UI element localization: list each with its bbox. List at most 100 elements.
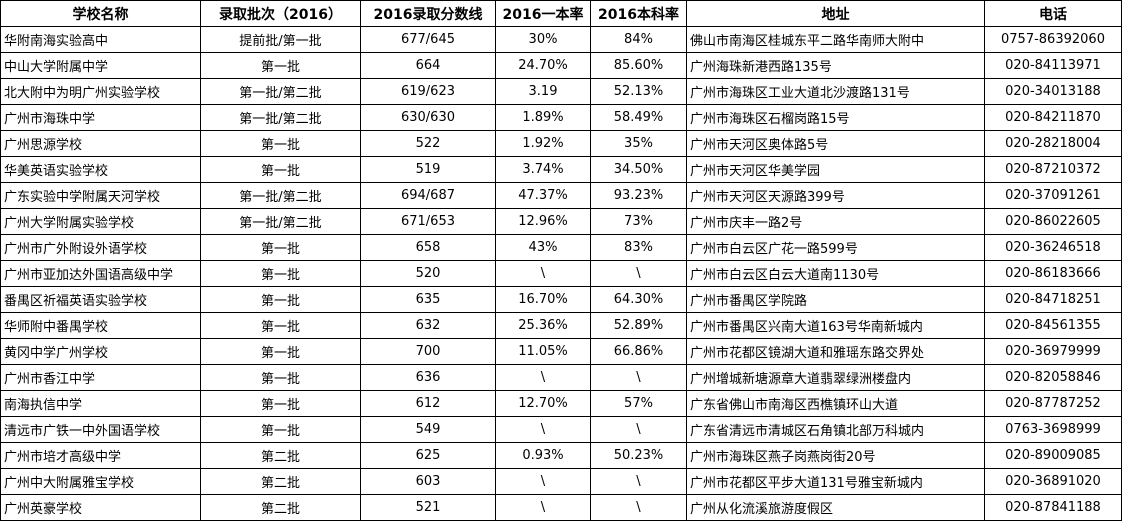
- address-cell: 广东省佛山市南海区西樵镇环山大道: [686, 390, 985, 417]
- cutoff-score-cell: 632: [360, 312, 496, 339]
- address-cell: 广州海珠新港西路135号: [686, 52, 985, 79]
- address-cell: 广州市海珠区工业大道北沙渡路131号: [686, 78, 985, 105]
- school-name-cell: 清远市广铁一中外国语学校: [0, 416, 201, 443]
- batch-cell: 第一批: [200, 52, 361, 79]
- school-name-cell: 北大附中为明广州实验学校: [0, 78, 201, 105]
- address-cell: 广州市天河区奥体路5号: [686, 130, 985, 157]
- header-address: 地址: [686, 0, 985, 27]
- address-cell: 广州市天河区天源路399号: [686, 182, 985, 209]
- address-cell: 广东省清远市清城区石角镇北部万科城内: [686, 416, 985, 443]
- batch-cell: 第一批: [200, 286, 361, 313]
- header-tier1-rate: 2016一本率: [495, 0, 591, 27]
- batch-cell: 第一批/第二批: [200, 78, 361, 105]
- table-row: 广州思源学校 第一批 522 1.92% 35% 广州市天河区奥体路5号 020-28218…: [0, 130, 1122, 157]
- phone-cell: 0757-86392060: [984, 26, 1122, 53]
- tier1-rate-cell: \: [495, 364, 591, 391]
- cutoff-score-cell: 519: [360, 156, 496, 183]
- header-cutoff-score: 2016录取分数线: [360, 0, 496, 27]
- table-body: 华附南海实验高中 提前批/第一批 677/645 30% 84% 佛山市南海区桂城东平二路…: [0, 26, 1122, 521]
- undergrad-rate-cell: 52.89%: [590, 312, 687, 339]
- undergrad-rate-cell: \: [590, 468, 687, 495]
- tier1-rate-cell: 0.93%: [495, 442, 591, 469]
- table-row: 广州英豪学校 第二批 521 \ \ 广州从化流溪旅游度假区 020-87841188: [0, 494, 1122, 521]
- address-cell: 广州市海珠区石榴岗路15号: [686, 104, 985, 131]
- tier1-rate-cell: \: [495, 260, 591, 287]
- table-row: 广州市培才高级中学 第二批 625 0.93% 50.23% 广州市海珠区燕子岗燕岗街20…: [0, 442, 1122, 469]
- header-undergrad-rate: 2016本科率: [590, 0, 687, 27]
- cutoff-score-cell: 671/653: [360, 208, 496, 235]
- cutoff-score-cell: 625: [360, 442, 496, 469]
- batch-cell: 第二批: [200, 468, 361, 495]
- address-cell: 广州市庆丰一路2号: [686, 208, 985, 235]
- table-row: 广州中大附属雅宝学校 第二批 603 \ \ 广州市花都区平步大道131号雅宝新城内 020…: [0, 468, 1122, 495]
- undergrad-rate-cell: 35%: [590, 130, 687, 157]
- table-row: 广州市广外附设外语学校 第一批 658 43% 83% 广州市白云区广花一路599号 02…: [0, 234, 1122, 261]
- address-cell: 广州从化流溪旅游度假区: [686, 494, 985, 521]
- cutoff-score-cell: 630/630: [360, 104, 496, 131]
- cutoff-score-cell: 612: [360, 390, 496, 417]
- table-row: 华师附中番禺学校 第一批 632 25.36% 52.89% 广州市番禺区兴南大道163号…: [0, 312, 1122, 339]
- phone-cell: 020-89009085: [984, 442, 1122, 469]
- tier1-rate-cell: \: [495, 494, 591, 521]
- school-name-cell: 广州市香江中学: [0, 364, 201, 391]
- batch-cell: 第一批: [200, 338, 361, 365]
- school-name-cell: 华附南海实验高中: [0, 26, 201, 53]
- undergrad-rate-cell: 52.13%: [590, 78, 687, 105]
- undergrad-rate-cell: 58.49%: [590, 104, 687, 131]
- phone-cell: 020-82058846: [984, 364, 1122, 391]
- tier1-rate-cell: 12.96%: [495, 208, 591, 235]
- phone-cell: 020-87210372: [984, 156, 1122, 183]
- cutoff-score-cell: 677/645: [360, 26, 496, 53]
- phone-cell: 020-84561355: [984, 312, 1122, 339]
- phone-cell: 020-87841188: [984, 494, 1122, 521]
- table-row: 北大附中为明广州实验学校 第一批/第二批 619/623 3.19 52.13% 广州市海…: [0, 78, 1122, 105]
- tier1-rate-cell: 25.36%: [495, 312, 591, 339]
- undergrad-rate-cell: 83%: [590, 234, 687, 261]
- undergrad-rate-cell: 84%: [590, 26, 687, 53]
- cutoff-score-cell: 694/687: [360, 182, 496, 209]
- tier1-rate-cell: 1.89%: [495, 104, 591, 131]
- batch-cell: 第二批: [200, 494, 361, 521]
- cutoff-score-cell: 603: [360, 468, 496, 495]
- tier1-rate-cell: 12.70%: [495, 390, 591, 417]
- tier1-rate-cell: 16.70%: [495, 286, 591, 313]
- phone-cell: 020-28218004: [984, 130, 1122, 157]
- tier1-rate-cell: 3.74%: [495, 156, 591, 183]
- batch-cell: 第一批: [200, 260, 361, 287]
- tier1-rate-cell: 11.05%: [495, 338, 591, 365]
- tier1-rate-cell: 47.37%: [495, 182, 591, 209]
- cutoff-score-cell: 658: [360, 234, 496, 261]
- table-row: 华美英语实验学校 第一批 519 3.74% 34.50% 广州市天河区华美学园 020-8…: [0, 156, 1122, 183]
- address-cell: 佛山市南海区桂城东平二路华南师大附中: [686, 26, 985, 53]
- school-name-cell: 华师附中番禺学校: [0, 312, 201, 339]
- batch-cell: 第一批: [200, 312, 361, 339]
- tier1-rate-cell: 43%: [495, 234, 591, 261]
- phone-cell: 020-87787252: [984, 390, 1122, 417]
- tier1-rate-cell: 1.92%: [495, 130, 591, 157]
- batch-cell: 第一批/第二批: [200, 208, 361, 235]
- address-cell: 广州市天河区华美学园: [686, 156, 985, 183]
- school-name-cell: 广州市海珠中学: [0, 104, 201, 131]
- address-cell: 广州市花都区镜湖大道和雅瑶东路交界处: [686, 338, 985, 365]
- school-name-cell: 广州市培才高级中学: [0, 442, 201, 469]
- phone-cell: 020-84211870: [984, 104, 1122, 131]
- cutoff-score-cell: 700: [360, 338, 496, 365]
- phone-cell: 020-86183666: [984, 260, 1122, 287]
- address-cell: 广州市番禺区学院路: [686, 286, 985, 313]
- table-row: 华附南海实验高中 提前批/第一批 677/645 30% 84% 佛山市南海区桂城东平二路…: [0, 26, 1122, 53]
- batch-cell: 第二批: [200, 442, 361, 469]
- header-admission-batch: 录取批次（2016）: [200, 0, 361, 27]
- phone-cell: 020-36891020: [984, 468, 1122, 495]
- table-row: 番禺区祈福英语实验学校 第一批 635 16.70% 64.30% 广州市番禺区学院路 02…: [0, 286, 1122, 313]
- address-cell: 广州市花都区平步大道131号雅宝新城内: [686, 468, 985, 495]
- address-cell: 广州市白云区白云大道南1130号: [686, 260, 985, 287]
- undergrad-rate-cell: \: [590, 260, 687, 287]
- phone-cell: 020-34013188: [984, 78, 1122, 105]
- school-name-cell: 黄冈中学广州学校: [0, 338, 201, 365]
- address-cell: 广州增城新塘源章大道翡翠绿洲楼盘内: [686, 364, 985, 391]
- batch-cell: 第一批: [200, 156, 361, 183]
- batch-cell: 第一批/第二批: [200, 104, 361, 131]
- table-row: 南海执信中学 第一批 612 12.70% 57% 广东省佛山市南海区西樵镇环山大道 020…: [0, 390, 1122, 417]
- batch-cell: 第一批: [200, 416, 361, 443]
